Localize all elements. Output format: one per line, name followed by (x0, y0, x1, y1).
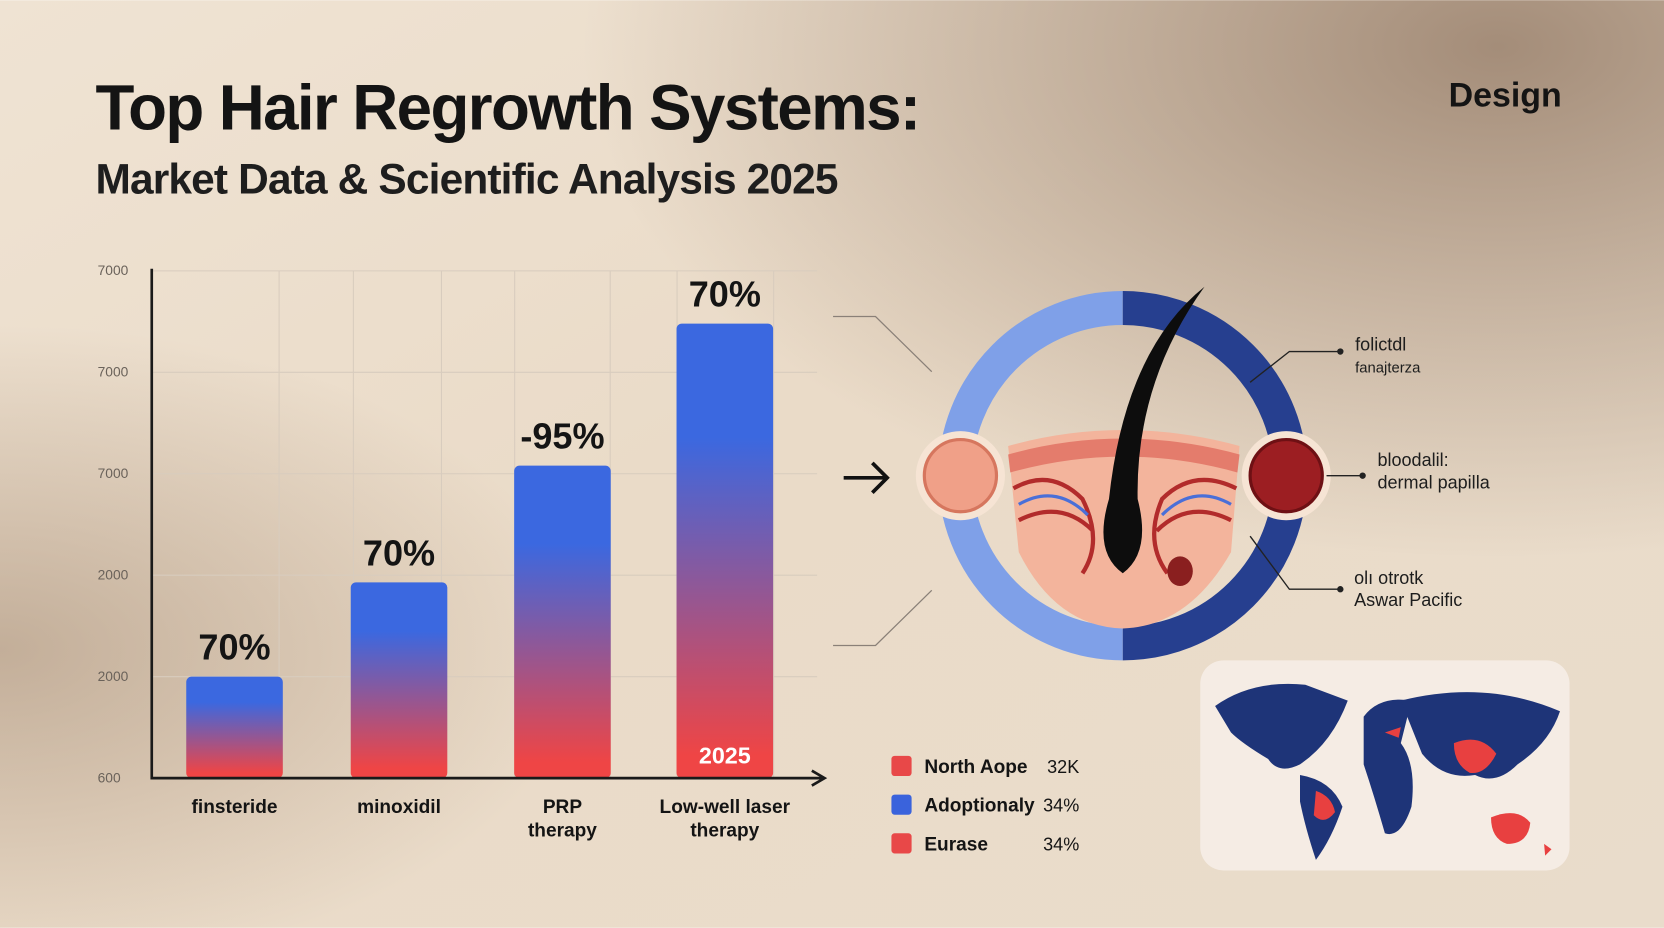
vessels-blue (1017, 494, 1232, 517)
bar (350, 582, 448, 779)
diagram-label: dermal papilla (1377, 472, 1490, 492)
legend-swatch (891, 755, 912, 776)
legend-value: 34% (1043, 796, 1079, 816)
hair-shaft (1103, 286, 1205, 574)
follicle-diagram (833, 286, 1366, 661)
x-tick-label: finsteride (192, 797, 278, 818)
bar (676, 323, 774, 779)
leader-dot (1337, 586, 1344, 593)
y-tick-label: 2000 (98, 669, 129, 684)
leader-lines (1249, 350, 1363, 590)
legend-swatch (891, 794, 912, 815)
y-tick-label: 600 (98, 770, 121, 785)
cell-right (1248, 438, 1324, 514)
cell-left (922, 438, 999, 514)
legend-value: 34% (1043, 834, 1079, 854)
bar-annotation: 70% (363, 532, 435, 573)
diagram-label: bloodalil: (1377, 450, 1448, 470)
x-tick-label: PRP therapy (528, 797, 597, 841)
region (1544, 843, 1552, 856)
x-tick-label: Low-well laser therapy (660, 797, 791, 841)
y-tick-label: 7000 (98, 466, 129, 481)
arrow (843, 461, 890, 494)
diagram-label: folictdl (1355, 334, 1406, 354)
leader-dot (1359, 472, 1366, 479)
diagram-label: olı otrotk (1354, 568, 1424, 588)
legend-label: Adoptionaly (924, 796, 1035, 817)
diagram-label: Aswar Pacific (1354, 590, 1462, 610)
y-tick-label: 2000 (98, 567, 129, 582)
y-tick-label: 7000 (98, 263, 129, 278)
legend-label: North Aope (924, 757, 1027, 778)
plot (151, 270, 818, 779)
leader-dot (1337, 348, 1344, 355)
papilla (1167, 556, 1193, 587)
bar (186, 676, 283, 779)
bar (514, 465, 611, 779)
vessels (1012, 477, 1238, 575)
legend-swatch (891, 833, 912, 854)
bar-annotation: 70% (198, 627, 270, 668)
continent (1400, 692, 1560, 779)
diagram-label: fanajterza (1355, 361, 1421, 377)
y-tick-label: 7000 (98, 365, 129, 380)
continent (1363, 699, 1413, 835)
legend-label: Eurase (924, 834, 988, 855)
continent (1215, 683, 1348, 769)
region (1453, 739, 1497, 774)
bar-note: 2025 (699, 742, 751, 768)
legend-value: 32K (1047, 757, 1079, 777)
bracket (833, 315, 933, 647)
axes (150, 268, 828, 787)
brand: Design (1449, 76, 1562, 114)
region (1491, 813, 1531, 844)
subtitle: Market Data & Scientific Analysis 2025 (96, 155, 838, 202)
bar-annotation: -95% (520, 416, 604, 457)
bar-annotation: 70% (689, 274, 761, 315)
region (1384, 727, 1401, 738)
region (1313, 790, 1336, 820)
world-map (1200, 660, 1570, 871)
x-tick-label: minoxidil (357, 797, 441, 818)
title: Top Hair Regrowth Systems: (96, 73, 920, 144)
